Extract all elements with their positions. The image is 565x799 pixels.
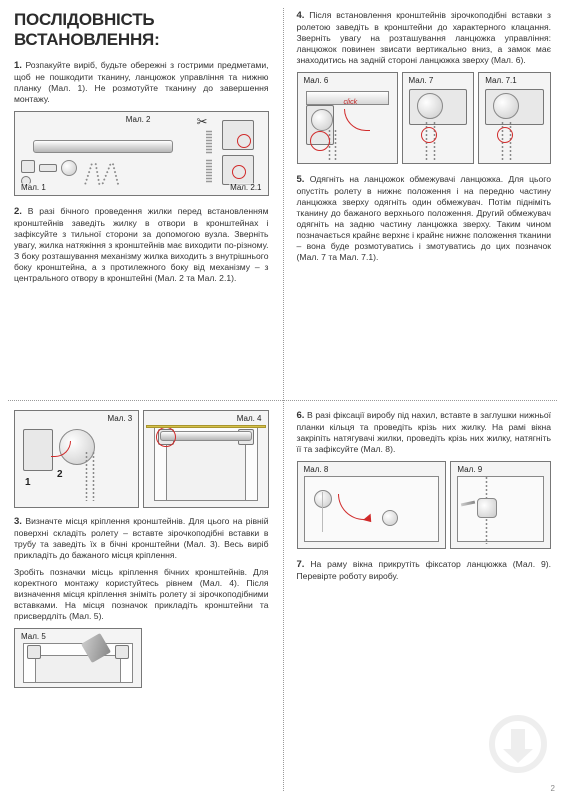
step-5: 5. Одягніть на ланцюжок обмежувачі ланцю… — [297, 174, 552, 263]
callout-2: 2 — [57, 469, 63, 480]
step-5-text: Одягніть на ланцюжок обмежувачі ланцюжка… — [297, 174, 552, 262]
part — [61, 160, 77, 176]
window-frame — [457, 476, 544, 542]
callout-1: 1 — [25, 477, 31, 488]
quadrant-1: ПОСЛІДОВНІСТЬ ВСТАНОВЛЕННЯ: 1. Розпакуйт… — [0, 0, 283, 400]
window-glass — [35, 655, 121, 683]
step-7: 7. На раму вікна прикрутіть фіксатор лан… — [297, 559, 552, 582]
roller-wheel — [311, 109, 333, 131]
bracket — [27, 645, 41, 659]
figure-9: Мал. 9 — [450, 461, 551, 549]
step-6-text: В разі фіксації виробу під нахил, вставт… — [297, 410, 552, 454]
fig-label: Мал. 6 — [303, 76, 330, 85]
figure-8: Мал. 8 — [297, 461, 447, 549]
chain — [485, 518, 488, 544]
step-7-text: На раму вікна прикрутіть фіксатор ланцюж… — [297, 559, 552, 581]
bracket — [115, 645, 129, 659]
fig-label: Мал. 8 — [303, 465, 330, 474]
part — [21, 160, 35, 173]
figure-row-8-9: Мал. 8 Мал. 9 — [297, 461, 552, 549]
step-3-text-1: Визначте місця кріплення кронштейнів. Дл… — [14, 516, 269, 560]
fig-label: Мал. 3 — [106, 414, 133, 423]
thread — [206, 130, 212, 154]
quadrant-2: 4. Після встановлення кронштейнів зірочк… — [283, 0, 565, 400]
part — [39, 164, 57, 172]
tensioner — [382, 510, 398, 526]
quadrant-4: 6. В разі фіксації виробу під нахил, вст… — [283, 400, 565, 799]
chain — [485, 476, 488, 500]
level-tool — [146, 425, 265, 428]
figure-1-2: Мал. 2 Мал. 2.1 Мал. 1 ✂ — [14, 111, 269, 196]
fig-label: Мал. 1 — [20, 183, 47, 192]
scissors-icon: ✂ — [197, 114, 208, 130]
step-4-text: Після встановлення кронштейнів зірочкопо… — [297, 10, 552, 65]
horizontal-divider — [8, 400, 557, 401]
figure-7: Мал. 7 — [402, 72, 475, 164]
fig-label: Мал. 2 — [125, 115, 152, 124]
figure-3: Мал. 3 1 2 — [14, 410, 139, 508]
step-3: 3. Визначте місця кріплення кронштейнів.… — [14, 516, 269, 561]
fig-label: Мал. 5 — [20, 632, 47, 641]
bracket — [23, 429, 53, 471]
chain — [334, 129, 337, 161]
fig-label: Мал. 2.1 — [229, 183, 262, 192]
step-1: 1. Розпакуйте виріб, будьте обережні з г… — [14, 60, 269, 105]
step-3b: Зробіть позначки місць кріплення бічних … — [14, 567, 269, 622]
highlight-circle — [310, 131, 330, 151]
click-label: click — [344, 99, 358, 106]
figure-row-6-7: Мал. 6 click Мал. 7 Мал. 7.1 — [297, 72, 552, 164]
step-2: 2. В разі бічного проведення жилки перед… — [14, 206, 269, 284]
tube-shape — [33, 140, 173, 153]
figure-6: Мал. 6 click — [297, 72, 398, 164]
fig-label: Мал. 7.1 — [484, 76, 517, 85]
figure-row-3-4: Мал. 3 1 2 Мал. 4 — [14, 410, 269, 508]
red-arrow — [344, 109, 370, 131]
step-4: 4. Після встановлення кронштейнів зірочк… — [297, 10, 552, 66]
figure-7-1: Мал. 7.1 — [478, 72, 551, 164]
highlight-circle — [421, 127, 437, 143]
page-title: ПОСЛІДОВНІСТЬ ВСТАНОВЛЕННЯ: — [14, 10, 269, 50]
thread — [206, 159, 212, 183]
fig-label: Мал. 7 — [408, 76, 435, 85]
endcap — [314, 490, 332, 508]
chain — [92, 451, 95, 501]
window-glass — [166, 439, 245, 501]
step-6: 6. В разі фіксації виробу під нахил, вст… — [297, 410, 552, 455]
fig-label: Мал. 4 — [236, 414, 263, 423]
highlight-circle — [156, 427, 176, 447]
highlight-circle — [237, 134, 251, 148]
figure-4: Мал. 4 — [143, 410, 268, 508]
step-1-text: Розпакуйте виріб, будьте обережні з гост… — [14, 60, 269, 104]
quadrant-3: Мал. 3 1 2 Мал. 4 3. Визначте місця к — [0, 400, 283, 799]
fig-label: Мал. 9 — [456, 465, 483, 474]
highlight-circle — [232, 165, 246, 179]
figure-5: Мал. 5 — [14, 628, 142, 688]
page-number: 2 — [551, 784, 555, 793]
chain-pile — [87, 162, 131, 188]
chain-holder — [477, 498, 497, 518]
step-2-text: В разі бічного проведення жилки перед вс… — [14, 206, 269, 283]
watermark-icon — [489, 715, 547, 773]
thread — [322, 492, 323, 532]
chain — [85, 451, 88, 501]
roller-wheel — [417, 93, 443, 119]
window-frame — [304, 476, 440, 542]
